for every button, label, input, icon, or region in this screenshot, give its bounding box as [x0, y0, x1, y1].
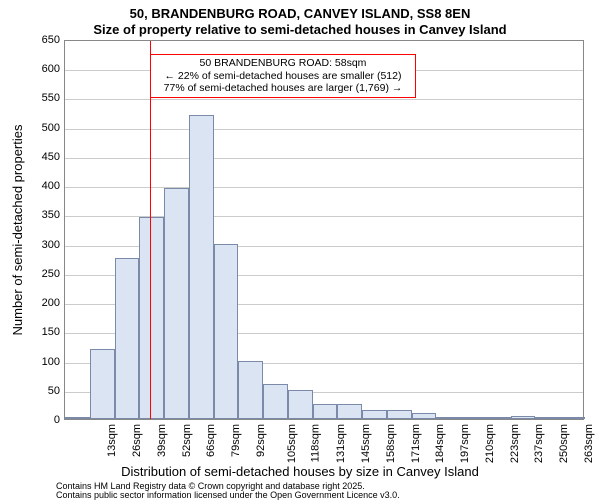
x-tick-label: 118sqm [310, 424, 322, 462]
histogram-bar [436, 417, 461, 419]
histogram-bar [189, 115, 214, 419]
annotation-line: 50 BRANDENBURG ROAD: 58sqm [155, 57, 411, 70]
histogram-bar [560, 417, 585, 419]
y-tick-label: 250 [20, 268, 60, 280]
y-tick-label: 50 [20, 385, 60, 397]
x-tick-label: 197sqm [459, 424, 471, 463]
histogram-bar [461, 417, 486, 419]
x-tick-label: 210sqm [484, 424, 496, 463]
histogram-bar [313, 404, 338, 419]
histogram-bar [214, 244, 239, 419]
histogram-bar [238, 361, 263, 419]
x-tick-label: 92sqm [255, 424, 267, 457]
x-tick-label: 26sqm [131, 424, 143, 457]
footer-line2: Contains public sector information licen… [56, 491, 400, 500]
plot-area: 50 BRANDENBURG ROAD: 58sqm← 22% of semi-… [64, 40, 584, 420]
x-tick-label: 79sqm [230, 424, 242, 457]
histogram-bar [387, 410, 412, 419]
histogram-bar [511, 416, 536, 419]
y-tick-label: 500 [20, 122, 60, 134]
x-axis-label: Distribution of semi-detached houses by … [0, 464, 600, 479]
x-tick-label: 158sqm [385, 424, 397, 463]
y-tick-label: 200 [20, 297, 60, 309]
gridline [65, 187, 583, 188]
x-tick-label: 263sqm [583, 424, 595, 463]
annotation-line: ← 22% of semi-detached houses are smalle… [155, 70, 411, 83]
chart-container: 50, BRANDENBURG ROAD, CANVEY ISLAND, SS8… [0, 0, 600, 500]
footer-attribution: Contains HM Land Registry data © Crown c… [56, 482, 400, 501]
x-tick-label: 184sqm [434, 424, 446, 463]
x-tick-label: 145sqm [360, 424, 372, 463]
x-tick-label: 237sqm [533, 424, 545, 463]
y-tick-label: 150 [20, 326, 60, 338]
y-tick-label: 550 [20, 92, 60, 104]
gridline [65, 158, 583, 159]
histogram-bar [412, 413, 437, 419]
x-tick-label: 66sqm [205, 424, 217, 457]
y-tick-label: 650 [20, 34, 60, 46]
x-tick-label: 13sqm [106, 424, 118, 457]
y-tick-label: 0 [20, 414, 60, 426]
histogram-bar [486, 417, 511, 419]
annotation-box: 50 BRANDENBURG ROAD: 58sqm← 22% of semi-… [150, 54, 416, 98]
x-tick-label: 250sqm [558, 424, 570, 463]
y-tick-label: 600 [20, 63, 60, 75]
y-tick-label: 350 [20, 209, 60, 221]
gridline [65, 129, 583, 130]
histogram-bar [139, 217, 164, 419]
chart-title-line2: Size of property relative to semi-detach… [0, 22, 600, 37]
x-tick-label: 171sqm [410, 424, 422, 463]
annotation-line: 77% of semi-detached houses are larger (… [155, 82, 411, 95]
x-tick-label: 52sqm [181, 424, 193, 457]
x-tick-label: 39sqm [156, 424, 168, 457]
histogram-bar [90, 349, 115, 419]
histogram-bar [337, 404, 362, 419]
x-tick-label: 223sqm [509, 424, 521, 463]
y-tick-label: 300 [20, 239, 60, 251]
histogram-bar [288, 390, 313, 419]
histogram-bar [535, 417, 560, 419]
y-tick-label: 450 [20, 151, 60, 163]
histogram-bar [362, 410, 387, 419]
chart-title-line1: 50, BRANDENBURG ROAD, CANVEY ISLAND, SS8… [0, 6, 600, 21]
x-tick-label: 131sqm [335, 424, 347, 463]
y-tick-label: 400 [20, 180, 60, 192]
y-tick-label: 100 [20, 356, 60, 368]
histogram-bar [164, 188, 189, 419]
histogram-bar [263, 384, 288, 419]
x-tick-label: 105sqm [286, 424, 298, 463]
histogram-bar [115, 258, 140, 419]
histogram-bar [65, 417, 90, 419]
gridline [65, 99, 583, 100]
